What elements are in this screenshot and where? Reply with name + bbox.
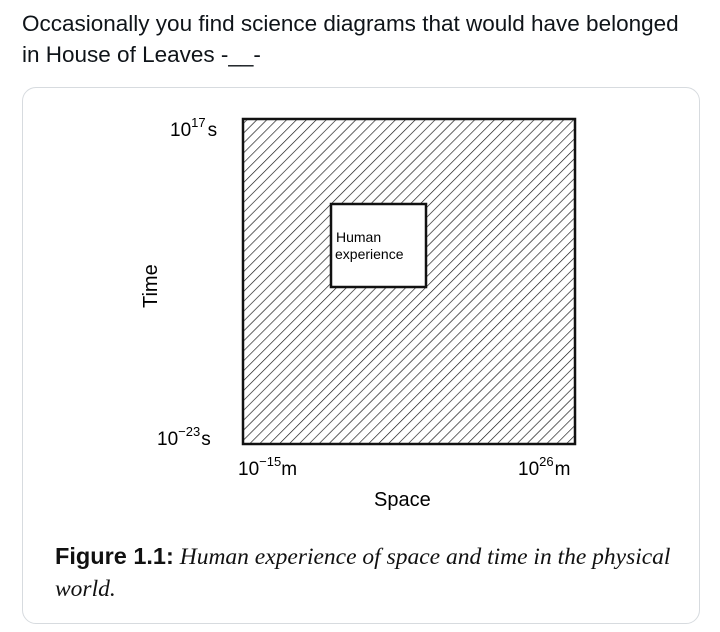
- human-experience-box: [329, 202, 428, 289]
- y-max-label: 1017 s: [170, 115, 217, 141]
- human-experience-label-line2: experience: [335, 246, 404, 262]
- x-axis-label: Space: [374, 489, 431, 511]
- x-min-label: 10−15m: [238, 454, 297, 480]
- y-min-label: 10−23s: [157, 424, 211, 450]
- y-axis-label: Time: [140, 264, 162, 308]
- caption-label: Figure 1.1:: [55, 543, 174, 569]
- human-experience-label-line1: Human: [336, 229, 381, 245]
- post-text: Occasionally you find science diagrams t…: [22, 11, 679, 67]
- x-max-label: 1026m: [518, 454, 570, 480]
- caption-text: Human experience of space and time in th…: [55, 544, 671, 602]
- figure-caption: Figure 1.1: Human experience of space an…: [55, 540, 695, 605]
